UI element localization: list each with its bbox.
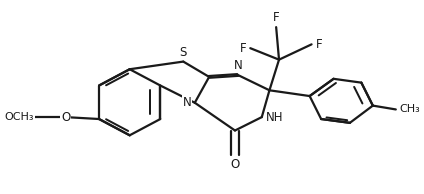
Text: O: O [61,111,70,124]
Text: N: N [234,59,242,72]
Text: O: O [230,158,240,171]
Text: N: N [183,96,192,109]
Text: F: F [315,38,322,51]
Text: S: S [180,46,187,59]
Text: F: F [240,42,246,55]
Text: CH₃: CH₃ [399,104,420,114]
Text: OCH₃: OCH₃ [4,112,34,122]
Text: F: F [273,11,279,24]
Text: NH: NH [266,111,283,124]
